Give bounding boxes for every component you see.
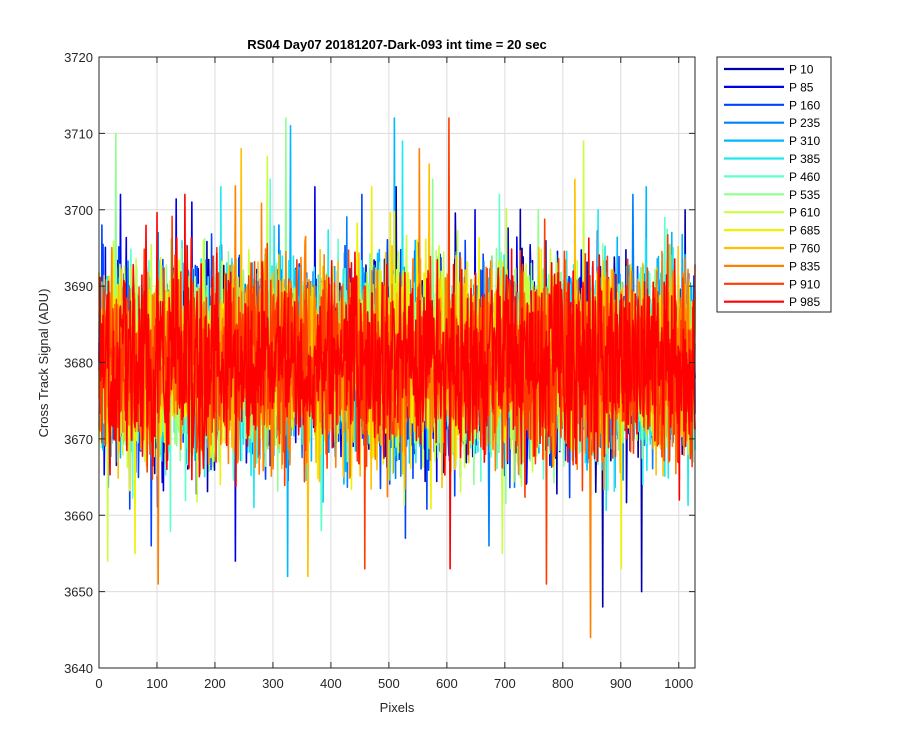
legend-items: P 10 P 85 P 160 P 235 P 310 P 385 P 460 P 535 P … — [724, 63, 820, 309]
x-tick-label: 400 — [320, 676, 342, 691]
legend-label: P 535 — [789, 188, 820, 202]
y-tick-label: 3710 — [64, 126, 93, 141]
legend-label: P 985 — [789, 295, 820, 309]
x-tick-label: 200 — [204, 676, 226, 691]
y-axis-label: Cross Track Signal (ADU) — [36, 289, 51, 438]
legend-label: P 835 — [789, 259, 820, 273]
x-tick-label: 100 — [146, 676, 168, 691]
legend-label: P 160 — [789, 98, 820, 112]
x-tick-label: 700 — [494, 676, 516, 691]
legend-label: P 910 — [789, 277, 820, 291]
series-lines — [98, 117, 696, 639]
legend-label: P 385 — [789, 152, 820, 166]
legend: P 10 P 85 P 160 P 235 P 310 P 385 P 460 P 535 P … — [716, 56, 832, 313]
y-tick-label: 3670 — [64, 432, 93, 447]
y-tick-label: 3690 — [64, 279, 93, 294]
axis-ticks: 0 100 200 300 400 500 600 700 800 900 1000 3640 3650… — [64, 50, 695, 691]
legend-label: P 760 — [789, 242, 820, 256]
y-tick-label: 3650 — [64, 585, 93, 600]
legend-label: P 10 — [789, 63, 814, 77]
legend-label: P 460 — [789, 170, 820, 184]
y-tick-label: 3640 — [64, 661, 93, 676]
legend-label: P 235 — [789, 116, 820, 130]
x-axis-label: Pixels — [380, 700, 415, 715]
legend-label: P 85 — [789, 80, 814, 94]
legend-label: P 310 — [789, 134, 820, 148]
x-tick-label: 0 — [95, 676, 102, 691]
y-tick-label: 3660 — [64, 508, 93, 523]
plot-area: 0 100 200 300 400 500 600 700 800 900 1000 3640 3650… — [64, 50, 696, 691]
series-line-p985 — [98, 193, 696, 570]
x-tick-label: 500 — [378, 676, 400, 691]
y-tick-label: 3700 — [64, 203, 93, 218]
y-tick-label: 3680 — [64, 356, 93, 371]
chart-title: RS04 Day07 20181207-Dark-093 int time = … — [247, 37, 547, 52]
x-tick-label: 600 — [436, 676, 458, 691]
x-tick-label: 1000 — [664, 676, 693, 691]
legend-label: P 610 — [789, 206, 820, 220]
legend-label: P 685 — [789, 224, 820, 238]
x-tick-label: 900 — [610, 676, 632, 691]
legend-box — [716, 56, 832, 313]
y-tick-label: 3720 — [64, 50, 93, 65]
x-tick-label: 800 — [552, 676, 574, 691]
x-tick-label: 300 — [262, 676, 284, 691]
